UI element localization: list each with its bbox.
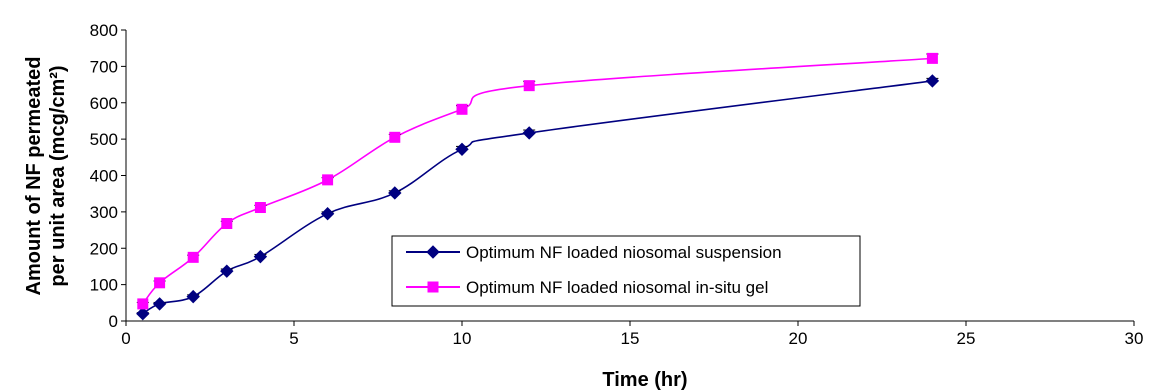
data-point xyxy=(456,103,468,115)
plot-area xyxy=(136,52,940,321)
x-tick-label: 0 xyxy=(121,329,130,348)
x-tick-label: 10 xyxy=(453,329,472,348)
y-tick-label: 400 xyxy=(90,167,118,186)
legend-label-suspension: Optimum NF loaded niosomal suspension xyxy=(466,243,782,262)
data-point xyxy=(152,297,167,311)
data-point xyxy=(455,142,469,157)
y-tick-label: 0 xyxy=(109,312,118,331)
data-point xyxy=(220,264,234,278)
x-tick-label: 5 xyxy=(289,329,298,348)
y-tick-label: 100 xyxy=(90,276,118,295)
data-point xyxy=(322,174,334,186)
data-point xyxy=(925,74,940,88)
x-tick-label: 30 xyxy=(1125,329,1144,348)
data-point xyxy=(137,298,149,310)
data-point xyxy=(154,277,166,289)
legend-box xyxy=(391,235,861,307)
x-tick-label: 15 xyxy=(621,329,640,348)
y-tick-label: 700 xyxy=(90,57,118,76)
data-point xyxy=(320,206,335,221)
x-tick-label: 20 xyxy=(789,329,808,348)
legend-marker-square xyxy=(427,281,439,293)
data-point xyxy=(253,249,268,264)
y-tick-label: 300 xyxy=(90,203,118,222)
data-point xyxy=(221,218,233,230)
y-axis-title: Amount of NF permeated per unit area (mc… xyxy=(23,57,69,296)
legend-marker-diamond xyxy=(426,245,440,259)
x-axis-title: Time (hr) xyxy=(602,369,687,391)
legend: Optimum NF loaded niosomal suspension Op… xyxy=(391,235,861,307)
data-point xyxy=(926,52,938,64)
data-point xyxy=(254,202,266,214)
legend-label-gel: Optimum NF loaded niosomal in-situ gel xyxy=(466,278,768,297)
y-axis-title-line-2: per unit area (mcg/cm²) xyxy=(47,65,69,286)
data-point xyxy=(388,186,402,200)
y-tick-label: 600 xyxy=(90,94,118,113)
data-point xyxy=(186,289,200,304)
y-tick-label: 800 xyxy=(90,21,118,40)
data-point xyxy=(522,126,536,140)
data-point xyxy=(136,307,150,321)
data-point xyxy=(389,131,401,143)
data-point xyxy=(523,80,535,92)
axes: 0 100 200 300 400 500 600 700 800 0 5 10 15 20 25 30 xyxy=(90,21,1144,348)
y-tick-label: 500 xyxy=(90,130,118,149)
y-tick-label: 200 xyxy=(90,239,118,258)
data-point xyxy=(187,251,199,263)
y-axis-title-line-1: Amount of NF permeated xyxy=(23,57,45,296)
x-tick-label: 25 xyxy=(957,329,976,348)
